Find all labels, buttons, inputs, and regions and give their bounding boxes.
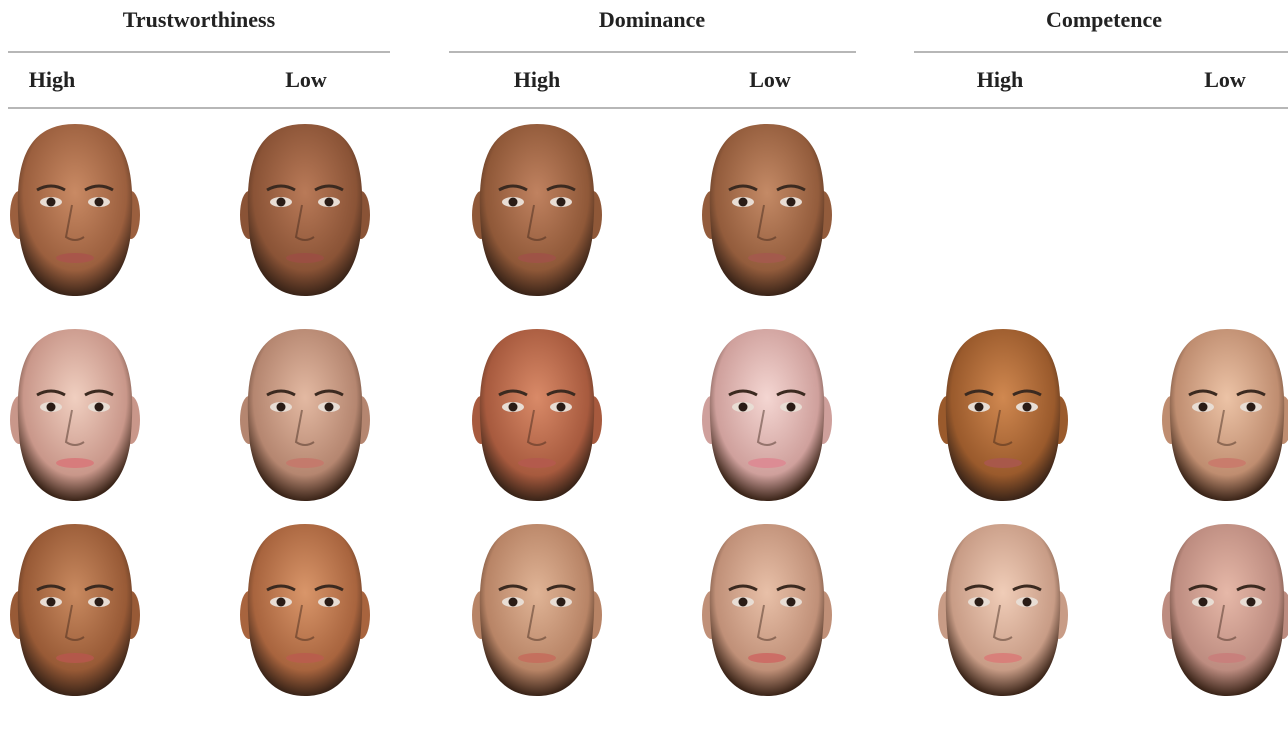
mouth (1208, 653, 1246, 663)
pupil (1247, 598, 1256, 607)
pupil (787, 198, 796, 207)
pupil (509, 403, 518, 412)
pupil (1023, 403, 1032, 412)
mouth (1208, 458, 1246, 468)
group-title: Dominance (599, 7, 706, 32)
mouth (748, 458, 786, 468)
pupil (95, 598, 104, 607)
pupil (325, 198, 334, 207)
head (1170, 329, 1284, 501)
column-header: Low (1204, 67, 1246, 92)
face-image (702, 524, 832, 696)
face-image (240, 329, 370, 501)
head (18, 124, 132, 296)
pupil (95, 198, 104, 207)
head (480, 124, 594, 296)
pupil (975, 403, 984, 412)
mouth (518, 653, 556, 663)
face-image (472, 329, 602, 501)
mouth (286, 253, 324, 263)
column-header: Low (285, 67, 327, 92)
mouth (286, 653, 324, 663)
group-title: Competence (1046, 7, 1162, 32)
pupil (1199, 403, 1208, 412)
pupil (47, 198, 56, 207)
faces (10, 124, 1288, 696)
face-image (472, 124, 602, 296)
face-image (240, 524, 370, 696)
head (480, 329, 594, 501)
mouth (56, 653, 94, 663)
pupil (509, 598, 518, 607)
pupil (277, 198, 286, 207)
head (248, 124, 362, 296)
pupil (739, 403, 748, 412)
pupil (557, 598, 566, 607)
pupil (1199, 598, 1208, 607)
head (480, 524, 594, 696)
head (946, 524, 1060, 696)
pupil (1247, 403, 1256, 412)
mouth (518, 458, 556, 468)
pupil (509, 198, 518, 207)
face-image (10, 524, 140, 696)
head (1170, 524, 1284, 696)
face-image (10, 124, 140, 296)
pupil (557, 403, 566, 412)
column-header: High (514, 67, 560, 92)
face-image (1162, 524, 1288, 696)
face-image (1162, 329, 1288, 501)
pupil (277, 598, 286, 607)
pupil (739, 598, 748, 607)
mouth (748, 253, 786, 263)
mouth (518, 253, 556, 263)
mouth (286, 458, 324, 468)
head (248, 524, 362, 696)
pupil (787, 598, 796, 607)
mouth (748, 653, 786, 663)
head (18, 329, 132, 501)
mouth (56, 253, 94, 263)
mouth (984, 653, 1022, 663)
pupil (325, 598, 334, 607)
face-image (938, 329, 1068, 501)
pupil (787, 403, 796, 412)
head (710, 524, 824, 696)
head (946, 329, 1060, 501)
face-image (702, 329, 832, 501)
face-image (938, 524, 1068, 696)
face-image (10, 329, 140, 501)
column-header: Low (749, 67, 791, 92)
pupil (557, 198, 566, 207)
head (710, 124, 824, 296)
face-image (472, 524, 602, 696)
pupil (325, 403, 334, 412)
pupil (739, 198, 748, 207)
pupil (95, 403, 104, 412)
mouth (56, 458, 94, 468)
pupil (277, 403, 286, 412)
pupil (975, 598, 984, 607)
pupil (1023, 598, 1032, 607)
face-image (240, 124, 370, 296)
pupil (47, 598, 56, 607)
column-header: High (29, 67, 75, 92)
group-title: Trustworthiness (123, 7, 276, 32)
mouth (984, 458, 1022, 468)
column-header: High (977, 67, 1023, 92)
head (18, 524, 132, 696)
face-image (702, 124, 832, 296)
pupil (47, 403, 56, 412)
head (710, 329, 824, 501)
face-table: Trustworthiness Dominance Competence Hig… (0, 0, 1288, 727)
head (248, 329, 362, 501)
